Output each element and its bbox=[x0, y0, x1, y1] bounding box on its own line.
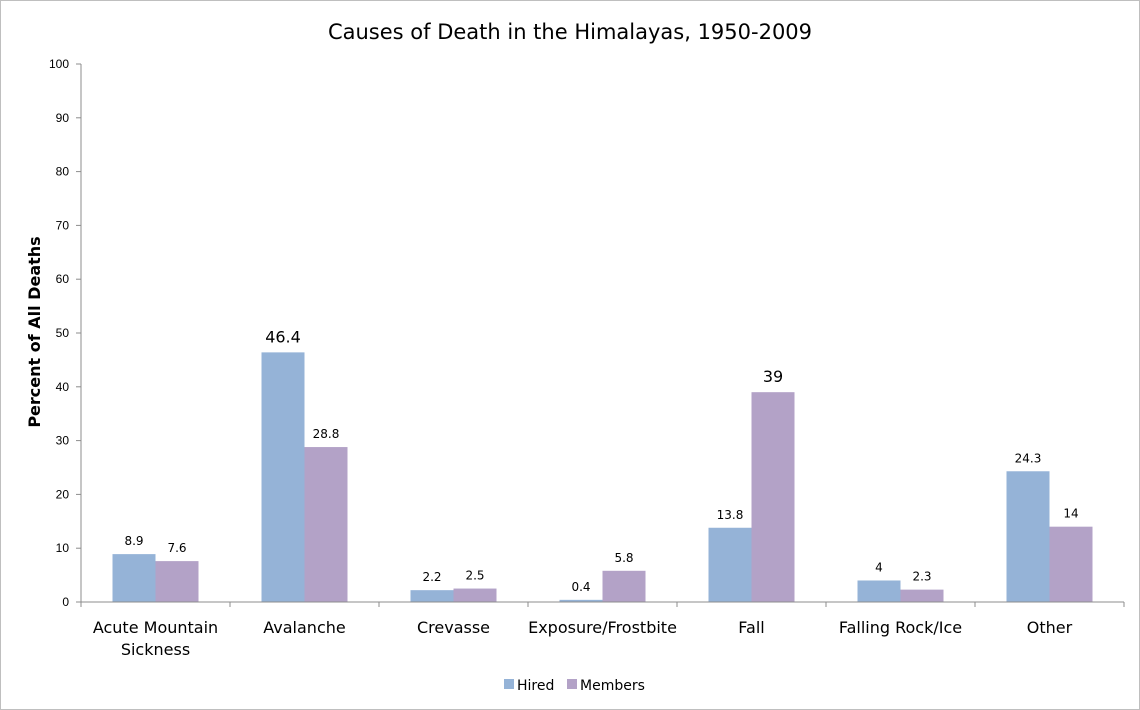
bar-hired bbox=[410, 590, 454, 602]
legend-label-hired: Hired bbox=[517, 678, 554, 694]
x-tick-label: Crevasse bbox=[417, 618, 490, 637]
bar-members bbox=[751, 392, 795, 602]
bars-group bbox=[112, 352, 1093, 602]
data-label: 0.4 bbox=[571, 580, 590, 594]
bar-members bbox=[1049, 526, 1093, 602]
y-axis-ticks: 0 10 20 30 40 50 60 70 80 90 100 bbox=[49, 57, 81, 609]
bar-hired bbox=[261, 352, 305, 602]
chart-title: Causes of Death in the Himalayas, 1950-2… bbox=[328, 20, 812, 44]
legend-label-members: Members bbox=[580, 678, 645, 694]
y-tick-label: 50 bbox=[56, 326, 70, 340]
legend-swatch-members bbox=[567, 679, 577, 689]
data-label: 4 bbox=[875, 560, 883, 574]
legend: Hired Members bbox=[504, 678, 645, 694]
bar-members bbox=[453, 588, 497, 602]
data-label: 8.9 bbox=[124, 534, 143, 548]
y-tick-label: 60 bbox=[56, 272, 70, 286]
data-label: 28.8 bbox=[313, 427, 340, 441]
x-tick-label: Avalanche bbox=[263, 618, 345, 637]
y-tick-label: 90 bbox=[56, 111, 70, 125]
bar-hired bbox=[559, 599, 603, 602]
bar-hired bbox=[112, 554, 156, 602]
x-tick-label: Exposure/Frostbite bbox=[528, 618, 677, 637]
y-tick-label: 80 bbox=[56, 165, 70, 179]
x-tick-label: Sickness bbox=[121, 640, 190, 659]
bar-members bbox=[304, 447, 348, 602]
data-label: 2.3 bbox=[912, 570, 931, 584]
x-axis-ticks: Acute Mountain Sickness Avalanche Crevasse E… bbox=[80, 602, 1125, 659]
data-label: 14 bbox=[1063, 507, 1078, 521]
bar-members bbox=[602, 570, 646, 602]
bar-hired bbox=[857, 580, 901, 602]
x-tick-label: Acute Mountain bbox=[93, 618, 218, 637]
y-axis-label: Percent of All Deaths bbox=[25, 236, 44, 427]
data-label: 13.8 bbox=[717, 508, 744, 522]
y-tick-label: 70 bbox=[56, 218, 70, 232]
x-tick-label: Other bbox=[1027, 618, 1073, 637]
data-label: 46.4 bbox=[265, 327, 301, 346]
bar-members bbox=[900, 589, 944, 602]
data-label: 39 bbox=[763, 367, 783, 386]
y-tick-label: 10 bbox=[56, 541, 70, 555]
x-tick-label: Falling Rock/Ice bbox=[839, 618, 962, 637]
data-label: 2.2 bbox=[422, 570, 441, 584]
bar-members bbox=[155, 561, 199, 602]
y-tick-label: 20 bbox=[56, 487, 70, 501]
data-label: 5.8 bbox=[614, 551, 633, 565]
y-tick-label: 30 bbox=[56, 434, 70, 448]
data-labels-group: 8.9 46.4 2.2 0.4 13.8 4 24.3 7.6 28.8 2.5 5.8 39 2.3… bbox=[124, 327, 1078, 593]
data-label: 24.3 bbox=[1015, 451, 1042, 465]
y-tick-label: 100 bbox=[49, 57, 69, 71]
bar-hired bbox=[708, 527, 752, 602]
y-tick-label: 0 bbox=[62, 595, 69, 609]
bar-hired bbox=[1006, 471, 1050, 602]
legend-swatch-hired bbox=[504, 679, 514, 689]
data-label: 7.6 bbox=[167, 541, 186, 555]
y-tick-label: 40 bbox=[56, 380, 70, 394]
data-label: 2.5 bbox=[465, 569, 484, 583]
x-tick-label: Fall bbox=[738, 618, 764, 637]
